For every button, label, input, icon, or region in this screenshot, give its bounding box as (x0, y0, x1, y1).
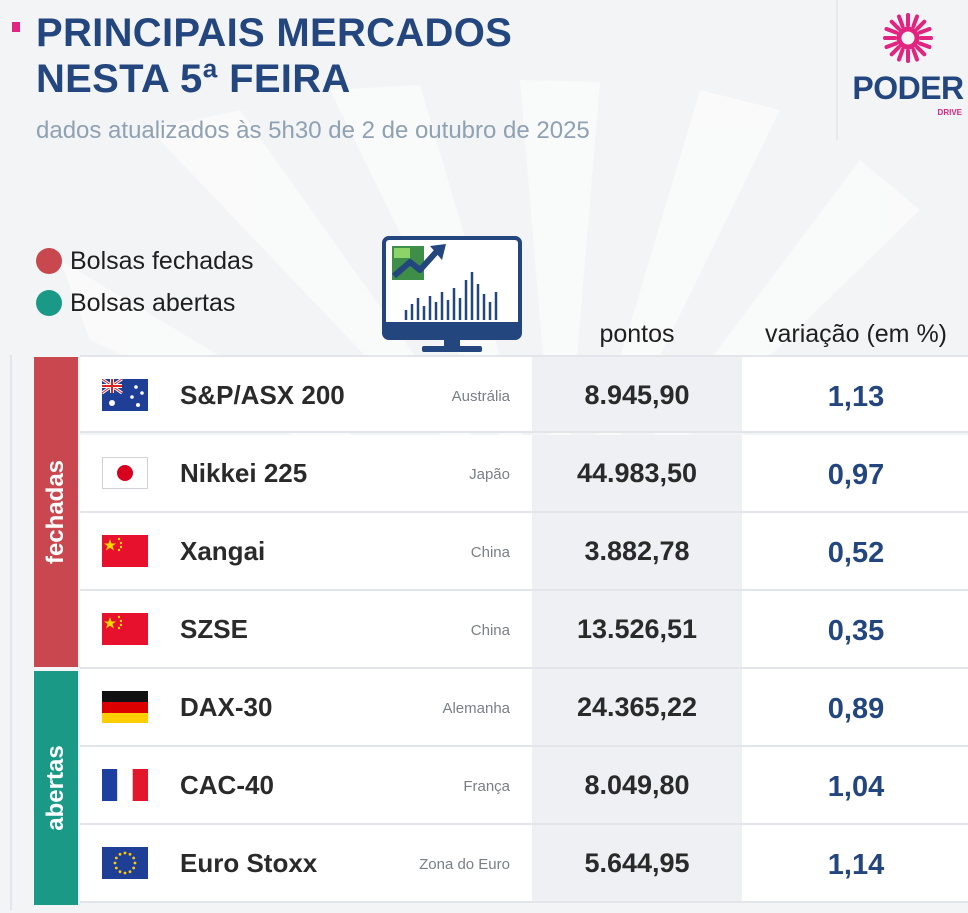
title-line-2: NESTA 5ª FEIRA (36, 57, 351, 101)
japan-flag-icon (102, 457, 148, 489)
market-variation: 0,35 (827, 615, 885, 647)
legend-label-open: Bolsas abertas (70, 288, 236, 317)
table-row: CAC-40 França 8.049,80 1,04 (80, 747, 968, 825)
market-name: Nikkei 225 (180, 458, 308, 488)
market-variation: 0,97 (827, 459, 885, 491)
table-row: SZSE China 13.526,51 0,35 (80, 591, 968, 669)
page-subtitle: dados atualizados às 5h30 de 2 de outubr… (36, 117, 590, 144)
market-points: 3.882,78 (584, 536, 690, 566)
market-country: Austrália (451, 388, 510, 405)
market-country: China (470, 544, 510, 561)
market-name: SZSE (180, 614, 248, 644)
logo-sub: DRIVE (937, 108, 962, 117)
table-row: Nikkei 225 Japão 44.983,50 0,97 (80, 435, 968, 513)
title-line-1: PRINCIPAIS MERCADOS (36, 11, 513, 55)
header-divider (836, 0, 838, 140)
market-points: 44.983,50 (576, 458, 698, 488)
column-header-pontos: pontos (599, 320, 675, 348)
group-label-open: abertas (42, 745, 69, 831)
page-title: PRINCIPAIS MERCADOS NESTA 5ª FEIRA (36, 10, 512, 102)
accent-mark (12, 22, 20, 32)
table-row: S&P/ASX 200 Austrália 8.945,90 1,13 (80, 355, 968, 433)
market-points: 8.945,90 (584, 380, 690, 410)
market-country: China (470, 622, 510, 639)
legend-label-closed: Bolsas fechadas (70, 246, 254, 275)
legend: Bolsas fechadas Bolsas abertas (36, 240, 253, 324)
table-left-rule (10, 355, 12, 910)
market-points: 13.526,51 (576, 614, 698, 644)
market-points: 24.365,22 (576, 692, 698, 722)
closed-dot-icon (36, 248, 62, 274)
market-variation: 1,04 (827, 771, 885, 803)
market-name: DAX-30 (180, 692, 273, 722)
market-variation: 1,13 (827, 381, 885, 413)
germany-flag-icon (102, 691, 148, 723)
market-variation: 1,14 (827, 849, 885, 881)
market-variation: 0,89 (827, 693, 885, 725)
brand-logo: PODER DRIVE (852, 12, 964, 122)
market-name: Xangai (180, 536, 266, 566)
group-bar-closed: fechadas (34, 357, 78, 667)
markets-table: fechadas abertas S&P/ASX 200 Austrália 8… (10, 355, 968, 910)
group-label-closed: fechadas (42, 459, 69, 565)
market-country: França (463, 778, 510, 795)
table-row: Xangai China 3.882,78 0,52 (80, 513, 968, 591)
market-country: Alemanha (442, 700, 510, 717)
market-points: 5.644,95 (584, 848, 690, 878)
column-header-variacao: variação (em %) (765, 320, 947, 348)
china-flag-icon (102, 535, 148, 567)
eu-flag-icon (102, 847, 148, 879)
market-points: 8.049,80 (584, 770, 690, 800)
table-row: Euro Stoxx Zona do Euro 5.644,95 1,14 (80, 825, 968, 903)
france-flag-icon (102, 769, 148, 801)
market-country: Zona do Euro (419, 856, 510, 873)
legend-item-open: Bolsas abertas (36, 282, 253, 324)
market-name: Euro Stoxx (180, 848, 318, 878)
legend-item-closed: Bolsas fechadas (36, 240, 253, 282)
flower-burst-icon (883, 13, 933, 63)
china-flag-icon (102, 613, 148, 645)
market-name: S&P/ASX 200 (180, 380, 345, 410)
market-name: CAC-40 (180, 770, 274, 800)
monitor-chart-icon (382, 236, 522, 352)
open-dot-icon (36, 290, 62, 316)
market-variation: 0,52 (827, 537, 885, 569)
australia-flag-icon (102, 379, 148, 411)
group-bar-open: abertas (34, 671, 78, 905)
logo-name: PODER (852, 70, 964, 106)
table-row: DAX-30 Alemanha 24.365,22 0,89 (80, 669, 968, 747)
market-country: Japão (469, 466, 510, 483)
